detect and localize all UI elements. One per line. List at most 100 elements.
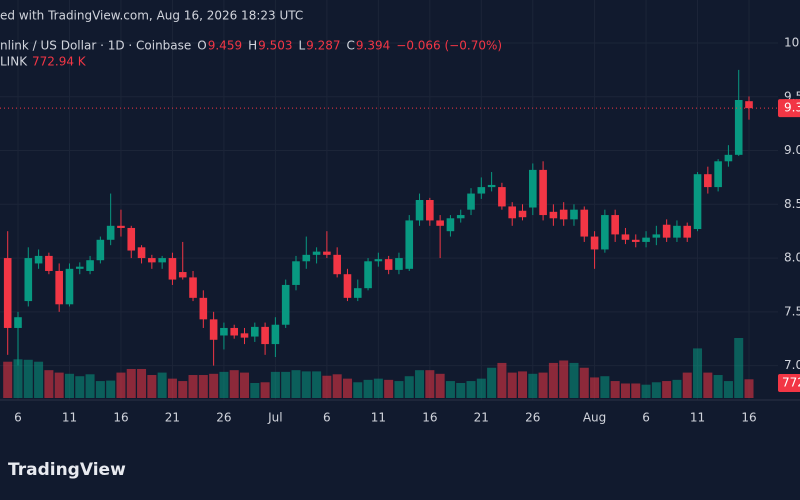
volume-bar	[3, 361, 13, 398]
y-tick-label: 7.0	[784, 358, 800, 372]
candle-body	[178, 272, 187, 278]
candle-body	[34, 255, 43, 264]
candle-body	[518, 210, 527, 218]
y-tick-label: 8.5	[784, 197, 800, 211]
candle-body	[168, 258, 177, 280]
candle-body	[590, 236, 599, 250]
candle-body	[312, 251, 321, 255]
volume-axis-label: 772.94K	[782, 376, 800, 390]
candle-body	[446, 218, 455, 232]
volume-bar	[157, 372, 167, 398]
candle-body	[158, 258, 166, 263]
ohlc-value: 9.394	[356, 39, 390, 53]
ohlc-key: L	[298, 39, 305, 53]
volume-bar	[301, 371, 311, 398]
volume-bar	[106, 380, 116, 398]
ohlc-value: 9.287	[306, 39, 340, 53]
y-tick-label: 8.0	[784, 251, 800, 265]
ohlc-value: 9.459	[208, 39, 242, 53]
x-tick-label: 16	[741, 411, 756, 425]
logo: TradingView	[8, 460, 126, 480]
volume-bar	[518, 371, 527, 398]
candle-body	[3, 258, 12, 328]
volume-bar	[116, 372, 126, 398]
x-tick-label: 11	[371, 411, 386, 425]
x-tick-label: 16	[422, 411, 437, 425]
volume-bar	[44, 370, 54, 398]
volume-bar	[85, 374, 95, 398]
volume-bar	[281, 371, 291, 398]
x-tick-label: Aug	[583, 411, 606, 425]
x-tick-label: 11	[62, 411, 77, 425]
volume-bar	[54, 372, 64, 398]
x-tick-label: 26	[216, 411, 231, 425]
change-value: −0.066 (−0.70%)	[396, 39, 502, 53]
volume-bar	[332, 374, 342, 398]
candle-body	[467, 193, 475, 210]
volume-bar	[682, 372, 692, 398]
candle-body	[292, 261, 300, 285]
candle-body	[549, 211, 558, 219]
candle-body	[426, 200, 434, 221]
ohlc-value: 9.503	[258, 39, 292, 53]
volume-bar	[250, 383, 260, 398]
candle-body	[117, 225, 125, 228]
last-price-badge	[778, 99, 800, 118]
volume-bar	[538, 372, 548, 398]
volume-bar	[569, 362, 579, 398]
volume-bar	[466, 381, 476, 398]
candle-body	[55, 270, 63, 305]
volume-bar	[703, 372, 713, 398]
candle-body	[745, 101, 753, 109]
volume-badge	[778, 374, 800, 392]
ohlc-key: O	[197, 39, 206, 53]
x-tick-label: 21	[474, 411, 489, 425]
candle-body	[508, 206, 517, 219]
volume-bar	[373, 378, 383, 398]
candle-body	[364, 261, 372, 289]
volume-bar	[353, 382, 363, 398]
candle-body	[631, 239, 640, 242]
candle-body	[261, 326, 269, 345]
volume-bar	[188, 375, 198, 398]
volume-bar	[95, 381, 105, 398]
candle-body	[611, 215, 619, 235]
volume-bar	[260, 382, 270, 398]
candle-body	[642, 237, 650, 242]
candle-body	[96, 239, 105, 261]
volume-bar	[476, 378, 486, 398]
x-tick-label: 6	[323, 411, 331, 425]
volume-bar	[384, 379, 394, 398]
x-tick-label: 11	[690, 411, 705, 425]
candle-body	[714, 161, 722, 188]
candle-body	[693, 174, 702, 230]
candle-body	[580, 209, 589, 237]
volume-bar	[147, 375, 157, 398]
volume-bar	[723, 381, 733, 398]
candle-body	[683, 225, 692, 238]
candle-body	[724, 154, 733, 162]
candle-body	[148, 258, 156, 263]
candle-body	[75, 266, 84, 269]
x-tick-label: 6	[642, 411, 650, 425]
candle-body	[343, 274, 352, 298]
volume-bar	[404, 376, 414, 398]
volume-bar	[219, 371, 229, 398]
last-price-label: 9.394	[784, 101, 800, 115]
volume-bar	[415, 370, 425, 398]
x-tick-label: 21	[165, 411, 180, 425]
volume-bar	[662, 381, 672, 398]
volume-bar	[312, 371, 322, 398]
volume-bar	[34, 361, 44, 398]
volume-bar	[126, 368, 136, 398]
volume-bar	[590, 377, 600, 398]
published-note: ed with TradingView.com, Aug 16, 2026 18…	[0, 9, 303, 23]
x-tick-label: Jul	[267, 411, 282, 425]
volume-bar	[559, 360, 569, 398]
candle-body	[271, 324, 280, 345]
volume-bar	[487, 367, 497, 398]
volume-bar	[137, 368, 147, 398]
candle-body	[24, 258, 33, 302]
candle-body	[652, 234, 661, 238]
